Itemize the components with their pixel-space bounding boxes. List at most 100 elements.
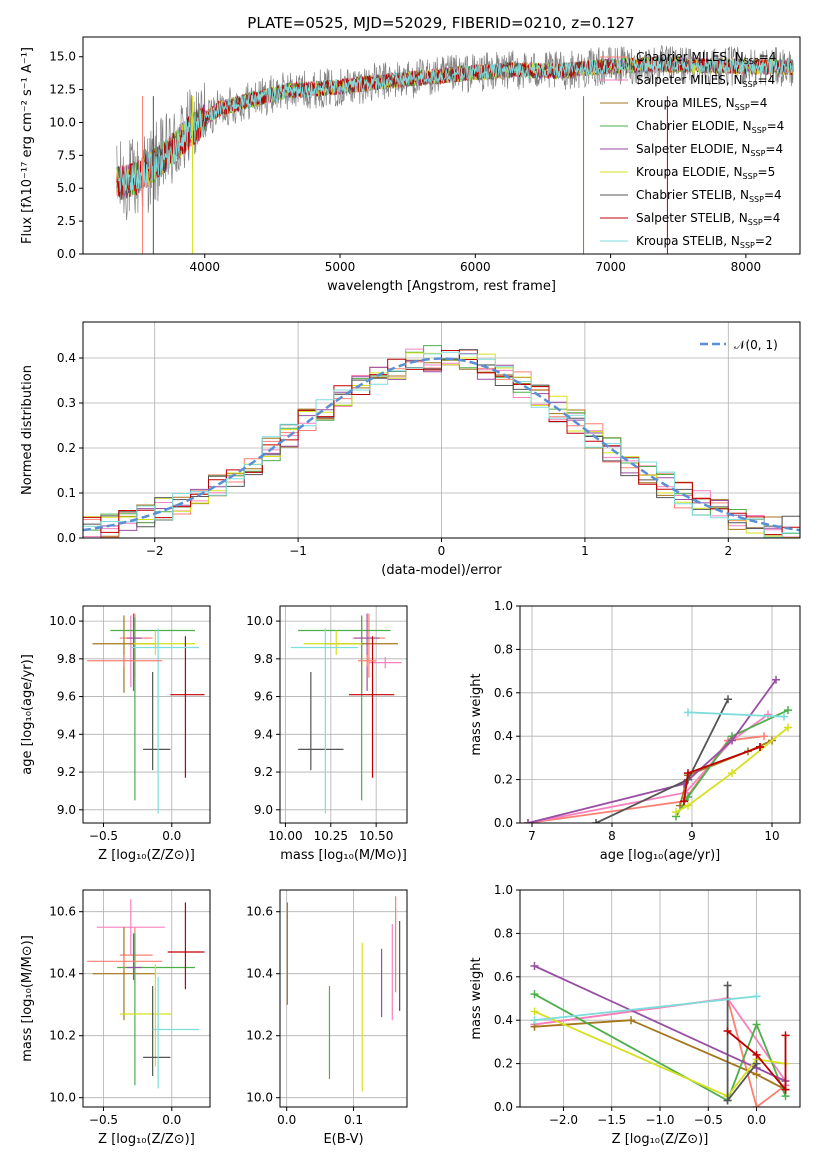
y-tick-label: 10.4 — [246, 967, 273, 981]
y-tick-label: 9.2 — [57, 765, 76, 779]
x-tick-label: −0.5 — [89, 1113, 118, 1127]
data-point-marker — [784, 723, 792, 732]
x-tick-label: 0.0 — [747, 1113, 766, 1127]
weight_vs_age-frame — [519, 605, 801, 824]
series-line — [675, 709, 789, 817]
residuals-x-axis-label: (data-model)/error — [381, 563, 502, 578]
spectrum-x-axis-label: wavelength [Angstrom, rest frame] — [327, 279, 556, 294]
data-point-marker — [723, 1096, 732, 1105]
y-tick-label: 10.2 — [246, 1029, 273, 1043]
x-tick-label: −0.5 — [694, 1113, 723, 1127]
x-tick-label: 8000 — [731, 260, 762, 274]
x-tick-label: −0.5 — [89, 829, 118, 843]
y-tick-label: 0.2 — [57, 441, 76, 455]
age_vs_Z-frame — [82, 605, 211, 824]
data-point-marker — [784, 706, 792, 715]
age_vs_Z-plot-area — [87, 613, 205, 814]
spectrum-frame — [82, 36, 801, 255]
series-line — [687, 711, 785, 718]
data-point-marker — [627, 1016, 636, 1025]
y-tick-label: 5.0 — [57, 181, 76, 195]
y-tick-label: 9.0 — [57, 803, 76, 817]
y-tick-label: 15.0 — [49, 50, 76, 64]
model-spectrum-line — [116, 57, 794, 198]
model-spectrum-line — [116, 56, 794, 194]
observed-spectrum-line — [116, 45, 794, 221]
y-tick-label: 9.8 — [57, 652, 76, 666]
weight_vs_Z-x-axis-label: Z [log₁₀(Z/Z⊙)] — [612, 1132, 709, 1147]
x-tick-label: 7000 — [595, 260, 626, 274]
data-point-marker — [752, 1103, 761, 1107]
age_vs_mass-frame — [279, 605, 408, 824]
data-point-marker — [524, 819, 532, 823]
data-point-marker — [728, 736, 736, 745]
y-tick-label: 9.6 — [57, 690, 76, 704]
spectrum-panel: 4000 5000 6000 7000 8000 0.0 2.5 5.0 7.5 10.0 12.5… — [20, 36, 801, 294]
data-point-marker — [752, 1059, 761, 1068]
y-tick-label: 1.0 — [494, 883, 513, 897]
data-point-marker — [724, 695, 732, 704]
y-tick-label: 10.6 — [49, 905, 76, 919]
series-line — [679, 739, 773, 806]
mass_vs_Z-panel: −0.5 0.0 10.0 10.2 10.4 10.6 Z [log₁₀(Z/Z⊙)] ma… — [20, 889, 211, 1147]
y-tick-label: 0.8 — [494, 642, 513, 656]
data-point-marker — [752, 992, 761, 1001]
y-tick-label: 0.3 — [57, 396, 76, 410]
x-tick-label: 0.0 — [162, 1113, 181, 1127]
y-tick-label: 10.0 — [49, 115, 76, 129]
data-point-marker — [752, 1050, 761, 1059]
y-tick-label: 0.0 — [494, 816, 513, 830]
legend-entry: Chabrier MILES, NSSP=4 — [636, 50, 776, 66]
mass_vs_Z-plot-area — [87, 899, 205, 1089]
data-point-marker — [672, 808, 680, 817]
data-point-marker — [723, 1027, 732, 1036]
y-tick-label: 9.6 — [254, 690, 273, 704]
x-tick-label: −2.0 — [549, 1113, 578, 1127]
legend-entry: Kroupa STELIB, NSSP=2 — [636, 234, 773, 250]
x-tick-label: −2 — [146, 544, 164, 558]
mass_vs_ebv-x-axis-label: E(B-V) — [323, 1132, 363, 1147]
spectrum-y-axis-label: Flux [fλ10⁻¹⁷ erg cm⁻² s⁻¹ A⁻¹] — [20, 47, 35, 244]
x-tick-label: −1.5 — [597, 1113, 626, 1127]
data-point-marker — [760, 732, 768, 741]
y-tick-label: 9.8 — [254, 652, 273, 666]
y-tick-label: 10.0 — [49, 1091, 76, 1105]
y-tick-label: 9.0 — [254, 803, 273, 817]
y-tick-label: 9.4 — [57, 727, 76, 741]
age_vs_mass-panel: 10.00 10.25 10.50 9.0 9.2 9.4 9.6 9.8 10.0 mass [… — [246, 605, 408, 863]
mass_vs_ebv-frame — [279, 889, 408, 1108]
age_vs_mass-x-axis-label: mass [log₁₀(M/M⊙)] — [280, 848, 407, 863]
y-tick-label: 0.6 — [494, 686, 513, 700]
x-tick-label: 10.25 — [314, 829, 348, 843]
legend-entry: Chabrier ELODIE, NSSP=4 — [636, 119, 784, 135]
series-line — [534, 993, 787, 1102]
x-tick-label: 0.0 — [277, 1113, 296, 1127]
y-tick-label: 7.5 — [57, 148, 76, 162]
age_vs_Z-panel: −0.5 0.0 9.0 9.2 9.4 9.6 9.8 10.0 Z [log₁₀(Z/Z⊙)… — [20, 605, 211, 863]
x-tick-label: 0.0 — [162, 829, 181, 843]
x-tick-label: 10.00 — [268, 829, 302, 843]
y-tick-label: 0.1 — [57, 486, 76, 500]
data-point-marker — [684, 708, 692, 717]
data-point-marker — [780, 712, 788, 721]
x-tick-label: 7 — [528, 829, 536, 843]
x-tick-label: −1 — [289, 544, 307, 558]
weight_vs_age-y-axis-label: mass weight — [469, 673, 484, 755]
residual-histogram-line — [83, 351, 800, 538]
figure-title: PLATE=0525, MJD=52029, FIBERID=0210, z=0… — [247, 14, 634, 32]
legend-entry: Salpeter MILES, NSSP=4 — [636, 73, 775, 89]
weight_vs_age-x-axis-label: age [log₁₀(age/yr)] — [600, 848, 721, 863]
age_vs_Z-y-axis-label: age [log₁₀(age/yr)] — [20, 654, 35, 775]
data-point-marker — [756, 743, 764, 752]
x-tick-label: 10 — [764, 829, 779, 843]
data-point-marker — [684, 801, 692, 810]
y-tick-label: 10.6 — [246, 905, 273, 919]
x-tick-label: 5000 — [325, 260, 356, 274]
data-point-marker — [723, 981, 732, 990]
legend-entry: Salpeter STELIB, NSSP=4 — [636, 211, 780, 227]
mass_vs_Z-x-axis-label: Z [log₁₀(Z/Z⊙)] — [98, 1132, 195, 1147]
x-tick-label: 9 — [688, 829, 696, 843]
data-point-marker — [728, 769, 736, 778]
y-tick-label: 12.5 — [49, 83, 76, 97]
residuals-plot-area — [83, 345, 800, 538]
